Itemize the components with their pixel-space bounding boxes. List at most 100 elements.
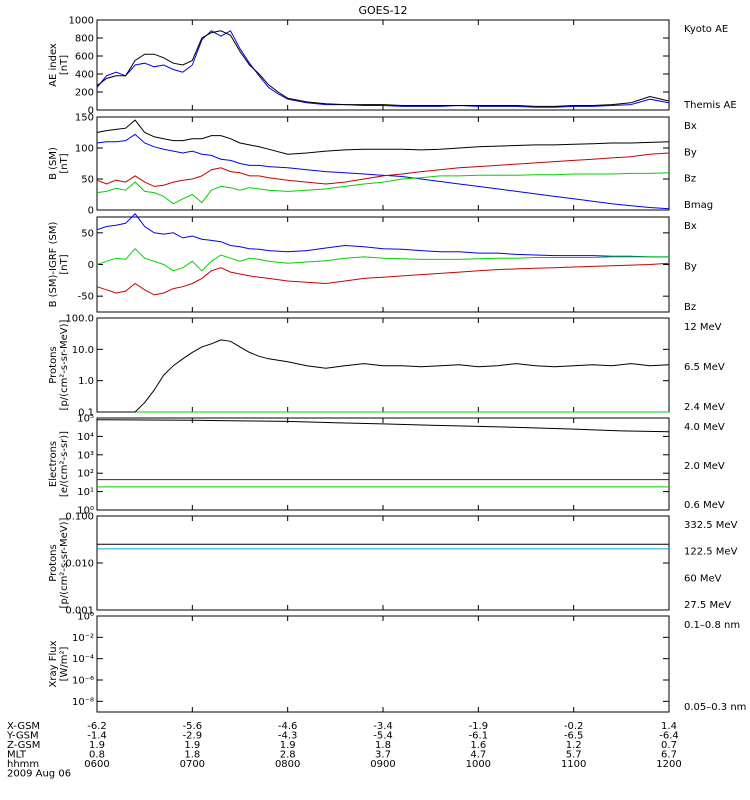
legend-entry: Bz (684, 174, 696, 185)
x-row-value: 4.7 (470, 750, 486, 761)
series-line (97, 339, 670, 413)
legend-entry: By (684, 147, 697, 158)
x-row-value: 0.8 (89, 750, 105, 761)
legend-entry: 12 MeV (684, 322, 722, 333)
legend-entry: Bx (684, 221, 697, 232)
legend-entry: 2.4 MeV (684, 402, 725, 413)
y-tick-label: 200 (75, 88, 94, 99)
y-tick-label: 10³ (77, 450, 94, 461)
legend-entry: 27.5 MeV (684, 600, 731, 611)
x-row-value: 1100 (561, 759, 586, 770)
x-row-value: 1.6 (470, 740, 486, 751)
x-row-value: 1.8 (375, 740, 391, 751)
y-tick-label: 0 (88, 260, 94, 271)
x-row-label: Z-GSM (7, 740, 40, 751)
panel-electrons: 10⁰ 10¹ 10² 10³ 10⁴ 10⁵ Electrons [e/(cm²-s-sr)… (48, 414, 725, 517)
y-tick-label: 100.0 (65, 314, 94, 325)
x-row-value: 6.7 (661, 750, 677, 761)
y-axis-unit: [p/(cm²-s-sr-MeV)] (59, 517, 70, 608)
y-tick-label: 10⁻⁸ (72, 697, 94, 708)
x-row-value: -6.1 (469, 731, 489, 742)
x-axis-table: X-GSM -6.2 -5.6 -4.6 -3.4 -1.9 -0.2 1.4 Y-GSM -1.… (6, 721, 682, 780)
y-tick-label: 10² (77, 469, 94, 480)
x-row-value: 1.8 (184, 750, 200, 761)
x-row-value: -1.9 (469, 721, 489, 732)
y-tick-label: 50 (81, 228, 94, 239)
series-line (96, 247, 669, 272)
panel-ae: 0 200 400 600 800 1000 AE index [nT] Kyoto AE The… (48, 16, 737, 117)
legend-entry: 332.5 MeV (684, 520, 738, 531)
panel-frame (96, 615, 670, 713)
y-axis-unit: [nT] (59, 55, 70, 75)
y-tick-label: 0.010 (65, 559, 94, 570)
y-tick-label: 150 (75, 113, 94, 124)
x-row-value: -5.6 (183, 721, 203, 732)
y-tick-label: 1000 (69, 16, 94, 27)
y-tick-label: -50 (78, 292, 94, 303)
y-axis-label: AE index (48, 43, 59, 87)
y-axis-label: B (SM) (48, 147, 59, 180)
panel-xray: 10⁻⁸ 10⁻⁶ 10⁻⁴ 10⁻² 10⁰ Xray Flux [W/m²] 0.1–0.… (48, 612, 746, 714)
x-row-value: 5.7 (566, 750, 582, 761)
legend-entry: 122.5 MeV (684, 547, 738, 558)
panel-protons-high: 0.001 0.010 0.100 Protons [p/(cm²-s-sr-MeV)]… (48, 512, 738, 617)
y-axis-label: Protons (48, 544, 59, 581)
panel-frame (96, 216, 670, 313)
panel-frame (96, 116, 670, 211)
legend-entry: 2.0 MeV (684, 461, 725, 472)
legend-entry: Kyoto AE (684, 24, 728, 35)
legend-entry: 0.6 MeV (684, 500, 725, 511)
legend-entry: Bz (684, 302, 696, 313)
legend-entry: 4.0 MeV (684, 422, 725, 433)
x-row-value: -6.5 (564, 731, 584, 742)
y-tick-label: 800 (75, 34, 94, 45)
legend-entry: 0.05–0.3 nm (684, 702, 746, 713)
x-row-value: 1.9 (184, 740, 200, 751)
x-row-value: 0700 (180, 759, 205, 770)
series-line (96, 172, 670, 205)
legend-entry: 0.1–0.8 nm (684, 620, 740, 631)
y-tick-label: 10⁰ (77, 506, 94, 517)
y-tick-label: 10⁻² (72, 633, 94, 644)
y-tick-label: 100 (75, 144, 94, 155)
y-tick-label: 10⁻⁶ (72, 676, 94, 687)
series-line (96, 262, 670, 296)
x-row-value: -1.4 (87, 731, 107, 742)
x-row-value: 0600 (84, 759, 109, 770)
x-row-value: 0900 (370, 759, 395, 770)
panel-b-igrf: -50 0 50 B (SM)-IGRF (SM) [nT] Bx By Bz (48, 213, 697, 313)
x-row-value: -2.9 (183, 731, 203, 742)
series-line (96, 30, 670, 108)
series-line (96, 30, 670, 107)
legend-entry: 60 MeV (684, 573, 722, 584)
y-tick-label: 0.100 (65, 512, 94, 523)
series-line (96, 152, 670, 187)
y-tick-label: 10¹ (77, 487, 94, 498)
x-row-value: -4.3 (278, 731, 298, 742)
y-axis-label: Electrons (48, 441, 59, 487)
series-line (96, 133, 670, 210)
y-axis-label: B (SM)-IGRF (SM) (48, 222, 59, 308)
x-row-label: X-GSM (7, 721, 40, 732)
panel-frame (96, 515, 670, 611)
y-tick-label: 0 (88, 206, 94, 217)
x-row-value: 1.9 (280, 740, 296, 751)
y-axis-unit: [nT] (59, 153, 70, 173)
y-axis-label: Xray Flux (48, 640, 59, 687)
series-line (96, 213, 669, 258)
y-axis-unit: [nT] (59, 254, 70, 274)
legend-entry: Bx (684, 121, 697, 132)
date-label: 2009 Aug 06 (7, 769, 71, 780)
series-line (96, 419, 670, 433)
x-row-value: 1000 (466, 759, 491, 770)
y-tick-label: 10⁵ (77, 414, 94, 425)
y-tick-label: 0.1 (78, 408, 94, 419)
legend-entry: By (684, 262, 697, 273)
y-tick-label: 10⁴ (77, 432, 94, 443)
y-tick-label: 10.0 (72, 345, 94, 356)
y-tick-label: 0.001 (65, 606, 94, 617)
y-axis-unit: [W/m²] (59, 646, 70, 681)
x-row-value: 0800 (275, 759, 300, 770)
panel-b-sm: 0 50 100 150 B (SM) [nT] Bx By Bz Bmag (48, 113, 713, 217)
